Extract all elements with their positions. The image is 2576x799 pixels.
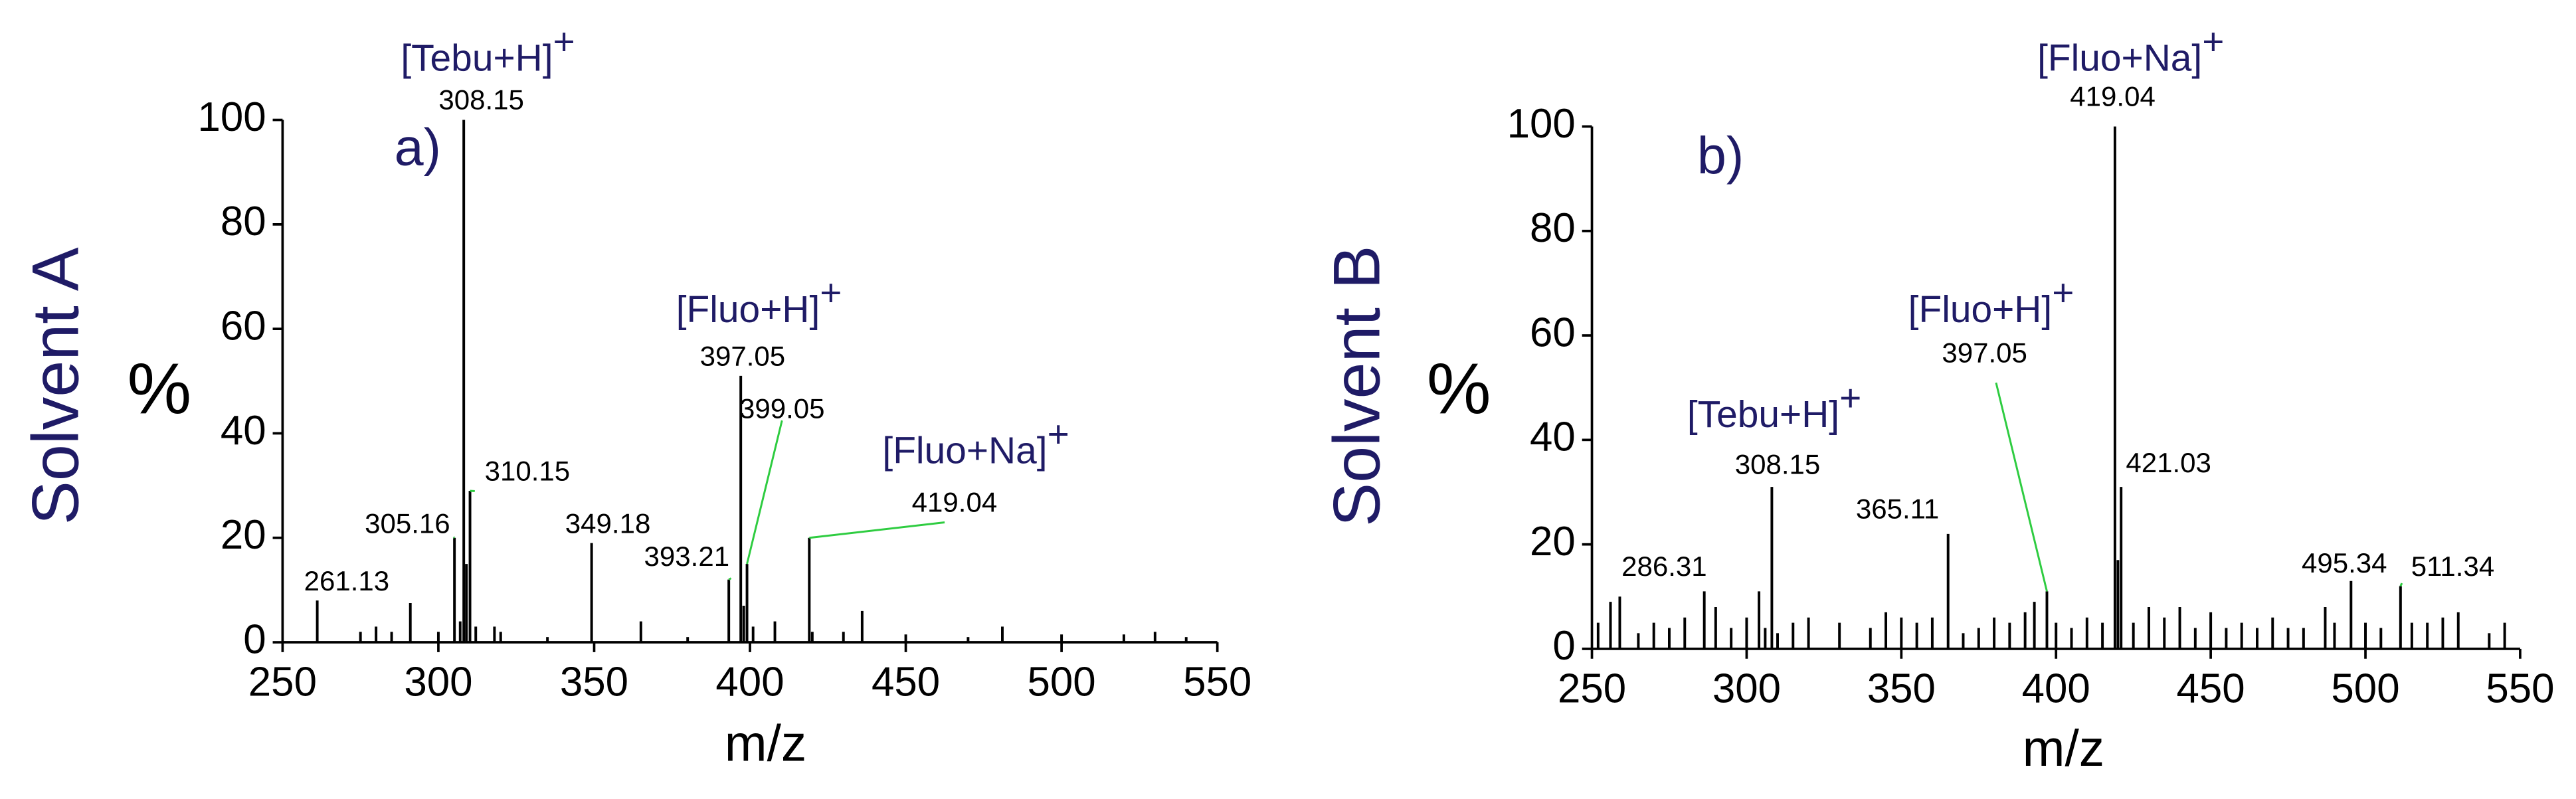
x-tick-label: 500 [2331, 666, 2399, 712]
y-tick-label: 100 [197, 94, 266, 140]
y-tick-label: 80 [221, 199, 266, 244]
y-tick-label: 80 [1530, 205, 1576, 251]
peak-label: 397.05 [700, 340, 786, 371]
ion-name: [Tebu+H] [401, 38, 553, 80]
peak-label: 393.21 [644, 541, 730, 572]
leader-line [2399, 582, 2403, 587]
ion-label: [Fluo+Na]+ [882, 414, 1069, 472]
leader-line [1995, 382, 2048, 592]
panel-label: a) [395, 117, 441, 176]
peak-label: 286.31 [1621, 551, 1707, 582]
peak-label: 399.05 [739, 393, 825, 424]
x-tick-label: 450 [2177, 666, 2245, 712]
x-axis-label: m/z [2023, 721, 2104, 777]
x-tick-label: 550 [1183, 660, 1251, 705]
side-label: Solvent B [1319, 246, 1393, 527]
x-tick-label: 350 [560, 660, 628, 705]
peak-label: 261.13 [304, 565, 390, 596]
y-tick-label: 40 [221, 408, 266, 454]
y-tick-label: 0 [1552, 623, 1575, 669]
ion-charge: + [553, 21, 575, 63]
x-tick-label: 250 [248, 660, 317, 705]
peak-label: 421.03 [2126, 447, 2211, 478]
ion-name: [Fluo+Na] [882, 430, 1047, 472]
x-tick-label: 450 [872, 660, 940, 705]
peak-label: 365.11 [1856, 493, 1939, 524]
x-tick-label: 350 [1867, 666, 1936, 712]
y-tick-label: 60 [221, 303, 266, 349]
x-axis-label: m/z [725, 716, 806, 772]
x-tick-label: 300 [404, 660, 472, 705]
x-tick-label: 400 [715, 660, 784, 705]
leader-line [452, 536, 455, 539]
ion-name: [Fluo+H] [1908, 289, 2053, 331]
y-tick-label: 0 [243, 616, 266, 662]
x-tick-label: 300 [1712, 666, 1781, 712]
ion-label: [Tebu+H]+ [1687, 378, 1861, 436]
peak-label: 349.18 [565, 508, 651, 539]
peak-label: 511.34 [2411, 551, 2494, 582]
peak-label: 495.34 [2302, 547, 2387, 578]
ion-name: [Fluo+H] [676, 289, 820, 331]
x-tick-label: 400 [2022, 666, 2090, 712]
ion-label: [Fluo+H]+ [676, 272, 842, 331]
ion-name: [Fluo+Na] [2037, 38, 2202, 80]
ion-label: [Fluo+H]+ [1908, 272, 2074, 331]
ion-label: [Tebu+H]+ [401, 21, 575, 80]
peak-label: 308.15 [1735, 449, 1821, 480]
y-tick-label: 40 [1530, 414, 1576, 460]
peak-label: 308.15 [438, 84, 524, 115]
y-tick-label: 20 [221, 512, 266, 558]
ion-charge: + [820, 272, 842, 314]
y-axis-label: % [1427, 348, 1491, 429]
peak-label: 419.04 [912, 486, 998, 517]
side-label: Solvent A [19, 247, 92, 525]
y-tick-label: 20 [1530, 519, 1576, 565]
x-tick-label: 500 [1028, 660, 1096, 705]
y-tick-label: 60 [1530, 310, 1576, 355]
peak-label: 419.04 [2070, 81, 2156, 112]
peak-label: 310.15 [485, 455, 571, 486]
peak-label: 397.05 [1942, 337, 2027, 368]
peak-label: 305.16 [365, 508, 450, 539]
x-tick-label: 550 [2486, 666, 2554, 712]
y-tick-label: 100 [1507, 101, 1576, 147]
leader-line [728, 577, 732, 580]
ion-label: [Fluo+Na]+ [2037, 21, 2224, 80]
ion-name: [Tebu+H] [1687, 394, 1839, 436]
ion-charge: + [1839, 378, 1861, 420]
y-axis-label: % [128, 348, 192, 429]
leader-line [746, 420, 783, 565]
leader-line [809, 521, 945, 539]
ion-charge: + [2202, 21, 2224, 63]
ion-charge: + [1048, 414, 1069, 456]
panel-label: b) [1697, 126, 1744, 185]
ion-charge: + [2052, 272, 2074, 314]
x-tick-label: 250 [1558, 666, 1626, 712]
